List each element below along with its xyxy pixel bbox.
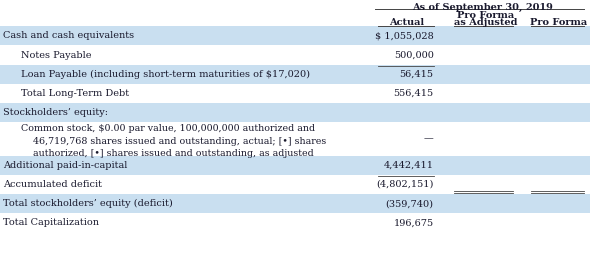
Bar [0,213,590,233]
Bar [0,194,590,213]
Bar [0,175,590,194]
Text: Additional paid-in-capital: Additional paid-in-capital [3,161,127,170]
Bar [0,156,590,175]
Bar [0,122,590,156]
Text: as Adjusted: as Adjusted [454,18,517,27]
Text: Total Long-Term Debt: Total Long-Term Debt [21,89,129,98]
Text: 196,675: 196,675 [394,218,434,227]
Bar [0,103,590,122]
Text: Actual: Actual [389,18,425,27]
Text: Notes Payable: Notes Payable [21,50,91,60]
Text: Common stock, $0.00 par value, 100,000,000 authorized and
    46,719,768 shares : Common stock, $0.00 par value, 100,000,0… [21,124,326,158]
Text: Cash and cash equivalents: Cash and cash equivalents [3,31,134,40]
Text: 4,442,411: 4,442,411 [384,161,434,170]
Text: —: — [424,135,434,143]
Text: Accumulated deficit: Accumulated deficit [3,180,102,189]
Bar [0,65,590,84]
Text: Total stockholders’ equity (deficit): Total stockholders’ equity (deficit) [3,199,173,208]
Text: 56,415: 56,415 [399,70,434,79]
Text: 556,415: 556,415 [394,89,434,98]
Text: Total Capitalization: Total Capitalization [3,218,99,227]
Text: (4,802,151): (4,802,151) [376,180,434,189]
Bar [0,84,590,103]
Text: $ 1,055,028: $ 1,055,028 [375,31,434,40]
Text: As of September 30, 2019: As of September 30, 2019 [412,3,553,12]
Text: (359,740): (359,740) [386,199,434,208]
Text: Pro Forma: Pro Forma [530,18,588,27]
Bar [0,26,590,45]
Text: Stockholders’ equity:: Stockholders’ equity: [3,108,108,117]
Text: 500,000: 500,000 [394,50,434,60]
Bar [0,45,590,65]
Text: Pro Forma: Pro Forma [457,11,514,20]
Text: Loan Payable (including short-term maturities of $17,020): Loan Payable (including short-term matur… [21,70,310,79]
